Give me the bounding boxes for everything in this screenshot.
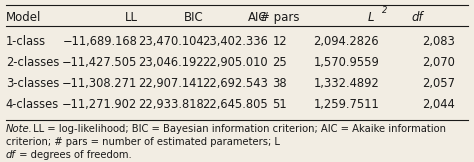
Text: 2,094.2826: 2,094.2826 xyxy=(314,35,379,48)
Text: AIC: AIC xyxy=(248,11,268,23)
Text: 22,933.818: 22,933.818 xyxy=(138,98,204,111)
Text: L: L xyxy=(367,11,374,23)
Text: LL: LL xyxy=(125,11,137,23)
Text: 2,070: 2,070 xyxy=(422,56,455,69)
Text: 22,692.543: 22,692.543 xyxy=(202,77,268,90)
Text: 2-classes: 2-classes xyxy=(6,56,59,69)
Text: 22,645.805: 22,645.805 xyxy=(202,98,268,111)
Text: 51: 51 xyxy=(273,98,287,111)
Text: 1,259.7511: 1,259.7511 xyxy=(313,98,379,111)
Text: 12: 12 xyxy=(273,35,287,48)
Text: = degrees of freedom.: = degrees of freedom. xyxy=(16,150,132,160)
Text: 2,044: 2,044 xyxy=(422,98,455,111)
Text: 1,332.4892: 1,332.4892 xyxy=(313,77,379,90)
Text: 23,046.192: 23,046.192 xyxy=(138,56,204,69)
Text: LL = log-likelihood; BIC = Bayesian information criterion; AIC = Akaike informat: LL = log-likelihood; BIC = Bayesian info… xyxy=(30,124,447,134)
Text: −11,689.168: −11,689.168 xyxy=(63,35,137,48)
Text: 23,402.336: 23,402.336 xyxy=(202,35,268,48)
Text: 2,057: 2,057 xyxy=(422,77,455,90)
Text: 4-classes: 4-classes xyxy=(6,98,59,111)
Text: criterion; # pars = number of estimated parameters; L: criterion; # pars = number of estimated … xyxy=(6,137,280,147)
Text: −11,427.505: −11,427.505 xyxy=(62,56,137,69)
Text: 2,083: 2,083 xyxy=(422,35,455,48)
Text: Note.: Note. xyxy=(6,124,32,134)
Text: 1-class: 1-class xyxy=(6,35,46,48)
Text: BIC: BIC xyxy=(184,11,204,23)
Text: 2: 2 xyxy=(382,6,387,15)
Text: 3-classes: 3-classes xyxy=(6,77,59,90)
Text: 23,470.104: 23,470.104 xyxy=(138,35,204,48)
Text: −11,271.902: −11,271.902 xyxy=(62,98,137,111)
Text: 38: 38 xyxy=(273,77,287,90)
Text: 22,905.010: 22,905.010 xyxy=(202,56,268,69)
Text: 25: 25 xyxy=(272,56,287,69)
Text: Model: Model xyxy=(6,11,41,23)
Text: 22,907.141: 22,907.141 xyxy=(138,77,204,90)
Text: df: df xyxy=(411,11,423,23)
Text: # pars: # pars xyxy=(260,11,300,23)
Text: 1,570.9559: 1,570.9559 xyxy=(313,56,379,69)
Text: −11,308.271: −11,308.271 xyxy=(62,77,137,90)
Text: df: df xyxy=(6,150,16,160)
